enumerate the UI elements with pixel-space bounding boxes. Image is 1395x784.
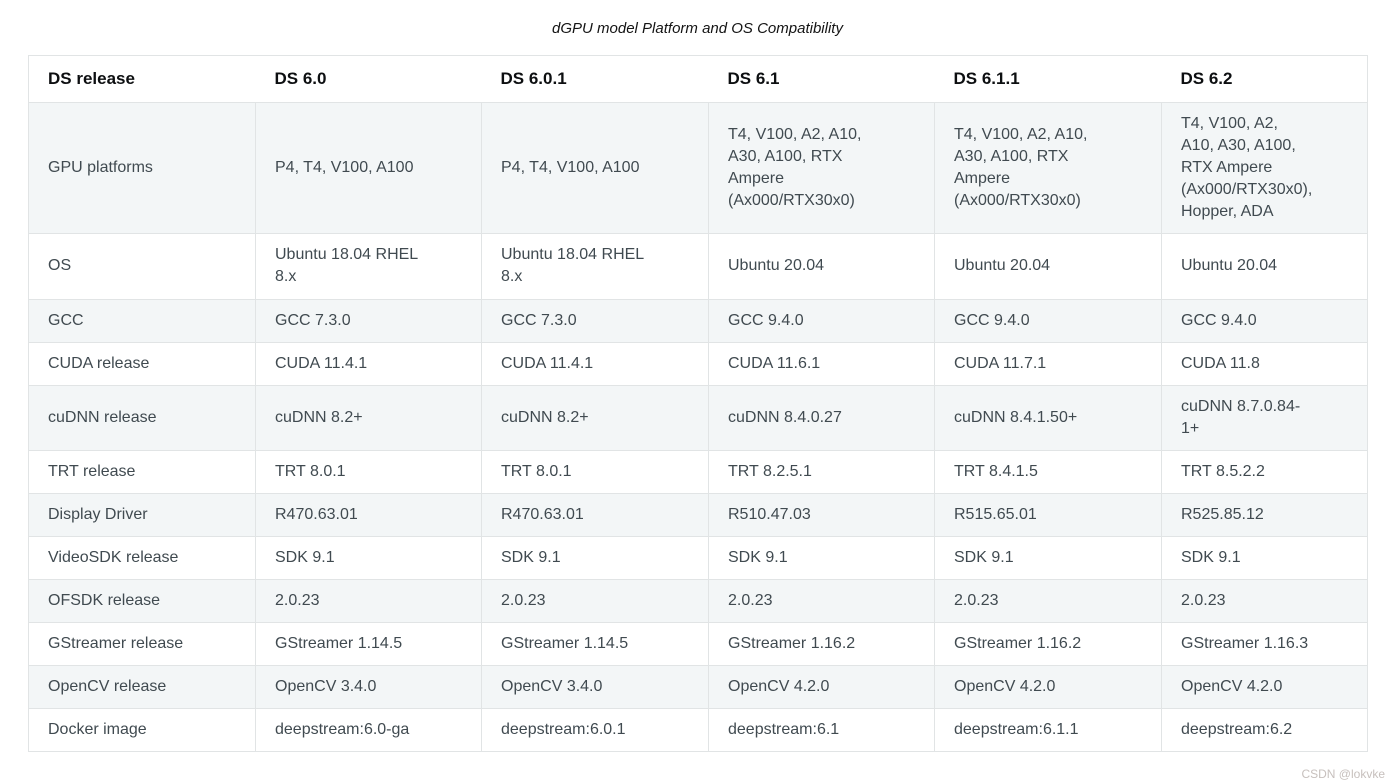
row-label-cell: VideoSDK release <box>28 536 256 581</box>
table-row: OFSDK release 2.0.23 2.0.23 2.0.23 2.0.23 2.0… <box>28 579 1368 624</box>
value-cell: TRT 8.0.1 <box>255 449 482 494</box>
value-cell: deepstream:6.2 <box>1161 708 1368 753</box>
value-cell: cuDNN 8.2+ <box>255 384 482 451</box>
value-cell: GStreamer 1.16.2 <box>934 622 1162 667</box>
column-header: DS 6.2 <box>1161 55 1368 103</box>
value-cell: 2.0.23 <box>708 579 935 624</box>
value-cell: OpenCV 4.2.0 <box>708 665 935 710</box>
value-cell: CUDA 11.8 <box>1161 341 1368 386</box>
table-row: CUDA release CUDA 11.4.1 CUDA 11.4.1 CUDA 1… <box>28 341 1368 386</box>
value-cell: GStreamer 1.16.3 <box>1161 622 1368 667</box>
value-cell: R510.47.03 <box>708 492 935 538</box>
value-cell: SDK 9.1 <box>708 536 935 581</box>
row-label-cell: GStreamer release <box>28 622 256 667</box>
value-cell: 2.0.23 <box>255 579 482 624</box>
row-label-cell: CUDA release <box>28 341 256 386</box>
column-header: DS 6.1 <box>708 55 935 103</box>
value-cell: R470.63.01 <box>255 492 482 538</box>
row-label-cell: Display Driver <box>28 492 256 538</box>
value-cell: R470.63.01 <box>481 492 709 538</box>
row-label-cell: cuDNN release <box>28 384 256 451</box>
column-header: DS release <box>28 55 256 103</box>
column-header: DS 6.0.1 <box>481 55 709 103</box>
value-cell: deepstream:6.1.1 <box>934 708 1162 753</box>
value-cell: GStreamer 1.14.5 <box>481 622 709 667</box>
value-cell: deepstream:6.0.1 <box>481 708 709 753</box>
value-cell: CUDA 11.4.1 <box>481 341 709 386</box>
table-row: VideoSDK release SDK 9.1 SDK 9.1 SDK 9.1 SDK… <box>28 536 1368 581</box>
value-cell: GCC 7.3.0 <box>255 298 482 343</box>
value-cell: 2.0.23 <box>481 579 709 624</box>
value-cell: CUDA 11.7.1 <box>934 341 1162 386</box>
value-cell: R515.65.01 <box>934 492 1162 538</box>
row-label-cell: TRT release <box>28 449 256 494</box>
row-label-cell: GCC <box>28 298 256 343</box>
row-label-cell: OpenCV release <box>28 665 256 710</box>
table-caption: dGPU model Platform and OS Compatibility <box>552 20 843 37</box>
table-row: cuDNN release cuDNN 8.2+ cuDNN 8.2+ cuDNN 8… <box>28 384 1368 451</box>
value-cell: cuDNN 8.4.0.27 <box>708 384 935 451</box>
table-row: GPU platforms P4, T4, V100, A100 P4, T4, V… <box>28 101 1368 235</box>
value-cell: T4, V100, A2, A10, A30, A100, RTX Ampere… <box>1161 101 1368 235</box>
value-cell: TRT 8.2.5.1 <box>708 449 935 494</box>
row-label-cell: OS <box>28 233 256 300</box>
value-cell: SDK 9.1 <box>1161 536 1368 581</box>
value-cell: TRT 8.0.1 <box>481 449 709 494</box>
row-label-cell: OFSDK release <box>28 579 256 624</box>
row-label-cell: Docker image <box>28 708 256 753</box>
compatibility-table: DS release DS 6.0 DS 6.0.1 DS 6.1 DS 6.1.1 DS… <box>28 55 1368 753</box>
table-row: OpenCV release OpenCV 3.4.0 OpenCV 3.4.0 Op… <box>28 665 1368 710</box>
value-cell: TRT 8.4.1.5 <box>934 449 1162 494</box>
value-cell: R525.85.12 <box>1161 492 1368 538</box>
compatibility-section: dGPU model Platform and OS Compatibility… <box>28 20 1368 753</box>
value-cell: cuDNN 8.4.1.50+ <box>934 384 1162 451</box>
value-cell: Ubuntu 18.04 RHEL 8.x <box>481 233 709 300</box>
value-cell: CUDA 11.4.1 <box>255 341 482 386</box>
table-row: OS Ubuntu 18.04 RHEL 8.x Ubuntu 18.04 RHEL… <box>28 233 1368 300</box>
value-cell: P4, T4, V100, A100 <box>481 101 709 235</box>
value-cell: OpenCV 4.2.0 <box>1161 665 1368 710</box>
value-cell: 2.0.23 <box>1161 579 1368 624</box>
table-row: Display Driver R470.63.01 R470.63.01 R510.4… <box>28 492 1368 538</box>
value-cell: 2.0.23 <box>934 579 1162 624</box>
value-cell: P4, T4, V100, A100 <box>255 101 482 235</box>
value-cell: OpenCV 3.4.0 <box>255 665 482 710</box>
value-cell: TRT 8.5.2.2 <box>1161 449 1368 494</box>
value-cell: Ubuntu 20.04 <box>708 233 935 300</box>
header-row: DS release DS 6.0 DS 6.0.1 DS 6.1 DS 6.1.1 DS… <box>28 55 1368 103</box>
column-header: DS 6.1.1 <box>934 55 1162 103</box>
value-cell: GStreamer 1.14.5 <box>255 622 482 667</box>
value-cell: deepstream:6.0-ga <box>255 708 482 753</box>
table-row: Docker image deepstream:6.0-ga deepstream:… <box>28 708 1368 753</box>
value-cell: deepstream:6.1 <box>708 708 935 753</box>
table-row: GStreamer release GStreamer 1.14.5 GStream… <box>28 622 1368 667</box>
value-cell: OpenCV 4.2.0 <box>934 665 1162 710</box>
value-cell: GCC 7.3.0 <box>481 298 709 343</box>
value-cell: GStreamer 1.16.2 <box>708 622 935 667</box>
value-cell: SDK 9.1 <box>481 536 709 581</box>
column-header: DS 6.0 <box>255 55 482 103</box>
value-cell: Ubuntu 20.04 <box>934 233 1162 300</box>
value-cell: T4, V100, A2, A10, A30, A100, RTX Ampere… <box>708 101 935 235</box>
value-cell: OpenCV 3.4.0 <box>481 665 709 710</box>
value-cell: Ubuntu 20.04 <box>1161 233 1368 300</box>
table-row: TRT release TRT 8.0.1 TRT 8.0.1 TRT 8.2.5.1… <box>28 449 1368 494</box>
value-cell: Ubuntu 18.04 RHEL 8.x <box>255 233 482 300</box>
watermark: CSDN @lokvke <box>1301 767 1385 781</box>
value-cell: cuDNN 8.7.0.84- 1+ <box>1161 384 1368 451</box>
value-cell: cuDNN 8.2+ <box>481 384 709 451</box>
row-label-cell: GPU platforms <box>28 101 256 235</box>
value-cell: GCC 9.4.0 <box>934 298 1162 343</box>
value-cell: GCC 9.4.0 <box>1161 298 1368 343</box>
value-cell: GCC 9.4.0 <box>708 298 935 343</box>
table-row: GCC GCC 7.3.0 GCC 7.3.0 GCC 9.4.0 GCC 9.4.0 G… <box>28 298 1368 343</box>
value-cell: SDK 9.1 <box>934 536 1162 581</box>
value-cell: CUDA 11.6.1 <box>708 341 935 386</box>
value-cell: SDK 9.1 <box>255 536 482 581</box>
value-cell: T4, V100, A2, A10, A30, A100, RTX Ampere… <box>934 101 1162 235</box>
